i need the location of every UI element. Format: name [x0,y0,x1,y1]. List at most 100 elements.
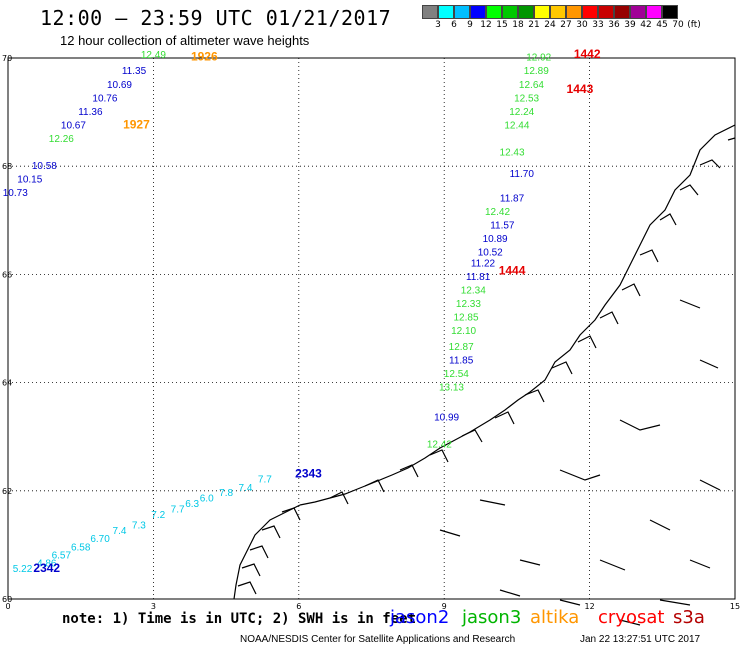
pass-time-label: 1443 [567,82,594,96]
color-scale-label: 36 [608,20,620,30]
color-scale-swatch [422,5,438,19]
credit-line: NOAA/NESDIS Center for Satellite Applica… [240,634,516,645]
coastline-segment [499,589,521,597]
color-scale-label: 30 [576,20,588,30]
color-scale-swatch [662,5,678,19]
wave-height-value: 11.70 [510,169,535,180]
color-scale-label: 9 [467,20,473,30]
color-scale-label: 12 [480,20,492,30]
wave-height-value: 12.89 [524,66,549,77]
pass-time-label: 1927 [123,117,150,131]
color-scale-swatch [566,5,582,19]
coastline-segment [649,519,671,531]
coastline-segment [494,411,515,425]
pass-time-label: 1442 [574,47,601,61]
coastline-segment [439,529,461,537]
coastline-segment [249,545,269,559]
color-scale-swatch [550,5,566,19]
wave-height-value: 6.0 [200,494,214,505]
legend-jason2: jason2 [390,607,450,628]
color-scale-swatch [454,5,470,19]
color-scale-label: 24 [544,20,556,30]
color-scale-label: 21 [528,20,540,30]
coastline-segment [699,479,721,491]
legend-altika: altika [530,607,580,628]
coastline-segment [699,359,719,369]
wave-height-value: 12.26 [49,134,74,145]
color-scale-swatch [614,5,630,19]
wave-height-value: 12.42 [427,440,452,451]
longitude-label: 6 [296,602,301,611]
color-scale-label: 42 [640,20,652,30]
coastline [233,124,736,626]
coastline-segment [619,619,641,626]
wave-height-value: 10.89 [483,234,508,245]
coastline-segment [551,361,573,375]
wave-height-value: 5.22 [13,564,33,575]
coastline-segment [429,449,449,463]
wave-height-value: 10.99 [434,412,459,423]
wave-height-value: 12.85 [453,312,478,323]
generated-timestamp: Jan 22 13:27:51 UTC 2017 [580,634,701,645]
coastline-segment [241,563,261,577]
color-scale-swatch [502,5,518,19]
wave-height-value: 11.81 [466,272,491,283]
wave-height-value: 6.57 [52,550,72,561]
axis-labels: 70 68 66 64 62 600 3 6 9 12 15 [2,54,740,611]
color-scale-label: 70 [672,20,684,30]
wave-height-value: 4.86 [37,559,57,570]
coastline-segment [399,464,419,478]
wave-height-value: 12.10 [451,326,476,337]
coastline-segment [577,335,597,349]
color-scale-swatch [582,5,598,19]
color-scale-swatch [486,5,502,19]
color-scale-swatch [646,5,662,19]
wave-height-value: 12.33 [456,299,481,310]
wave-height-value: 10.58 [32,161,57,172]
wave-height-value: 11.85 [449,356,474,367]
coastline-segment [659,599,691,606]
map-frame [7,57,736,600]
wave-height-value: 7.8 [219,488,233,499]
wave-height-value: 10.67 [61,120,86,131]
coastline-segment [364,479,385,493]
wave-height-value: 12.54 [444,369,469,380]
data-points: 11.35 10.69 10.76 11.36 10.67 10.58 10.15 10.73… [3,47,601,575]
wave-height-value: 12.34 [461,285,486,296]
coastline-segment [639,249,659,263]
wave-height-value: 11.87 [500,193,525,204]
color-scale-label: 27 [560,20,572,30]
color-scale-swatch [438,5,454,19]
color-scale-label: 6 [451,20,457,30]
coastline-segment [329,491,349,505]
color-scale-label: 45 [656,20,668,30]
coastline-segment [519,559,541,566]
color-scale: 3 6 9 12 15 18 21 24 27 30 33 36 39 42 45 70 (ft) [422,5,738,33]
wave-height-value: 12.53 [514,93,539,104]
wave-height-value: 10.73 [3,188,28,199]
color-scale-unit: (ft) [687,20,701,30]
coastline-segment [699,159,721,169]
legend-cryosat: cryosat [598,607,665,628]
wave-height-value: 10.76 [92,93,117,104]
coastline-segment [599,311,619,325]
wave-height-value: 13.13 [439,383,464,394]
longitude-label: 15 [730,602,740,611]
coastline-segment [659,213,677,226]
wave-height-value: 12.24 [509,107,534,118]
latitude-label: 64 [2,379,12,388]
wave-height-value: 6.70 [90,534,110,545]
wave-height-value: 12.43 [500,147,525,158]
longitude-label: 3 [151,602,156,611]
color-scale-swatch [518,5,534,19]
latitude-label: 70 [2,54,12,63]
wave-height-value: 7.3 [132,521,146,532]
coastline-segment [281,507,301,521]
coastline-segment [524,389,545,403]
latitude-label: 66 [2,270,12,279]
wave-height-value: 10.15 [17,174,42,185]
coastline-segment [233,504,301,600]
longitude-label: 0 [5,602,10,611]
coastline-segment [261,525,281,539]
